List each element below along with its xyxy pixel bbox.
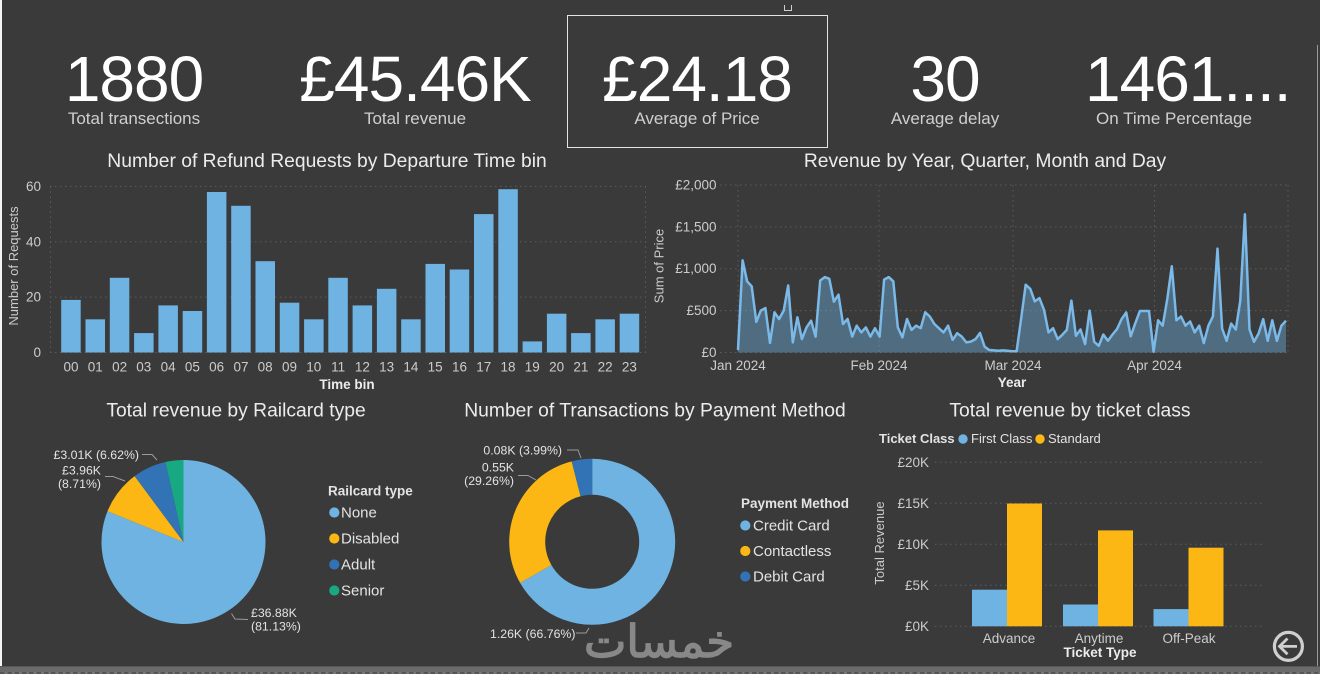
svg-text:16: 16 (452, 360, 467, 375)
svg-text:17: 17 (476, 360, 491, 375)
svg-text:Advance: Advance (983, 631, 1036, 646)
svg-text:Total revenue by ticket class: Total revenue by ticket class (949, 400, 1190, 421)
svg-text:£500: £500 (686, 303, 716, 318)
svg-text:23: 23 (622, 360, 637, 375)
svg-text:Off-Peak: Off-Peak (1162, 631, 1215, 646)
svg-text:£36.88K: £36.88K (251, 606, 298, 620)
svg-text:01: 01 (88, 360, 103, 375)
svg-text:Total revenue by Railcard type: Total revenue by Railcard type (106, 400, 365, 421)
svg-text:Ticket Class: Ticket Class (879, 431, 955, 446)
svg-text:£3.96K: £3.96K (62, 464, 102, 478)
svg-text:04: 04 (161, 360, 177, 375)
svg-text:(81.13%): (81.13%) (251, 620, 301, 634)
svg-text:11: 11 (331, 360, 345, 375)
svg-text:£20K: £20K (897, 455, 929, 470)
svg-text:Year: Year (998, 375, 1027, 390)
svg-text:22: 22 (598, 360, 613, 375)
svg-text:20: 20 (26, 290, 41, 305)
svg-text:05: 05 (185, 360, 200, 375)
svg-text:20: 20 (549, 360, 564, 375)
svg-text:Number of Transactions by Paym: Number of Transactions by Payment Method (464, 400, 846, 421)
svg-text:Apr 2024: Apr 2024 (1127, 358, 1182, 373)
svg-text:£15K: £15K (897, 496, 929, 511)
svg-text:Sum of Price: Sum of Price (652, 229, 667, 303)
svg-text:00: 00 (63, 360, 78, 375)
svg-text:06: 06 (209, 360, 224, 375)
svg-text:15: 15 (428, 360, 443, 375)
svg-text:Railcard type: Railcard type (328, 484, 413, 499)
svg-text:Anytime: Anytime (1075, 631, 1124, 646)
svg-text:02: 02 (112, 360, 127, 375)
svg-text:First Class: First Class (971, 431, 1033, 446)
svg-text:Disabled: Disabled (341, 531, 399, 548)
svg-text:21: 21 (573, 360, 588, 375)
svg-text:0: 0 (33, 345, 41, 360)
svg-text:Credit Card: Credit Card (753, 518, 830, 535)
svg-text:Total Revenue: Total Revenue (872, 501, 887, 584)
svg-text:£0K: £0K (905, 619, 929, 634)
svg-text:0.08K (3.99%): 0.08K (3.99%) (483, 444, 562, 458)
svg-text:None: None (341, 505, 377, 522)
svg-text:60: 60 (26, 179, 41, 194)
svg-text:12: 12 (355, 360, 370, 375)
svg-text:Contactless: Contactless (753, 543, 831, 560)
svg-text:18: 18 (500, 360, 515, 375)
svg-text:Feb 2024: Feb 2024 (850, 358, 908, 373)
svg-text:£5K: £5K (905, 578, 929, 593)
svg-text:£3.01K (6.62%): £3.01K (6.62%) (54, 448, 139, 462)
svg-text:10: 10 (306, 360, 321, 375)
svg-text:Adult: Adult (341, 557, 376, 574)
svg-text:Payment Method: Payment Method (741, 496, 849, 511)
svg-text:Mar 2024: Mar 2024 (984, 358, 1042, 373)
svg-text:07: 07 (233, 360, 248, 375)
svg-text:£1,500: £1,500 (675, 219, 716, 234)
svg-text:Number of Requests: Number of Requests (6, 206, 21, 326)
svg-text:Time bin: Time bin (319, 377, 374, 392)
svg-text:Standard: Standard (1048, 431, 1101, 446)
svg-text:Revenue by Year, Quarter, Mont: Revenue by Year, Quarter, Month and Day (804, 151, 1167, 172)
svg-text:03: 03 (136, 360, 151, 375)
svg-text:£2,000: £2,000 (675, 178, 716, 193)
svg-text:0.55K: 0.55K (482, 461, 515, 475)
svg-text:Senior: Senior (341, 583, 384, 600)
svg-text:Debit Card: Debit Card (753, 569, 825, 586)
svg-text:14: 14 (403, 360, 419, 375)
svg-text:Number of Refund Requests by D: Number of Refund Requests by Departure T… (107, 151, 546, 172)
svg-text:£1,000: £1,000 (675, 261, 716, 276)
svg-text:£10K: £10K (897, 537, 929, 552)
svg-text:Jan 2024: Jan 2024 (710, 358, 766, 373)
svg-text:(8.71%): (8.71%) (58, 477, 101, 491)
svg-text:(29.26%): (29.26%) (464, 474, 514, 488)
svg-text:09: 09 (282, 360, 297, 375)
svg-text:£0: £0 (701, 345, 716, 360)
svg-text:40: 40 (26, 234, 41, 249)
svg-text:13: 13 (379, 360, 394, 375)
svg-text:1.26K (66.76%): 1.26K (66.76%) (490, 627, 575, 641)
svg-text:19: 19 (525, 360, 540, 375)
svg-text:08: 08 (258, 360, 273, 375)
svg-text:Ticket Type: Ticket Type (1063, 645, 1137, 660)
